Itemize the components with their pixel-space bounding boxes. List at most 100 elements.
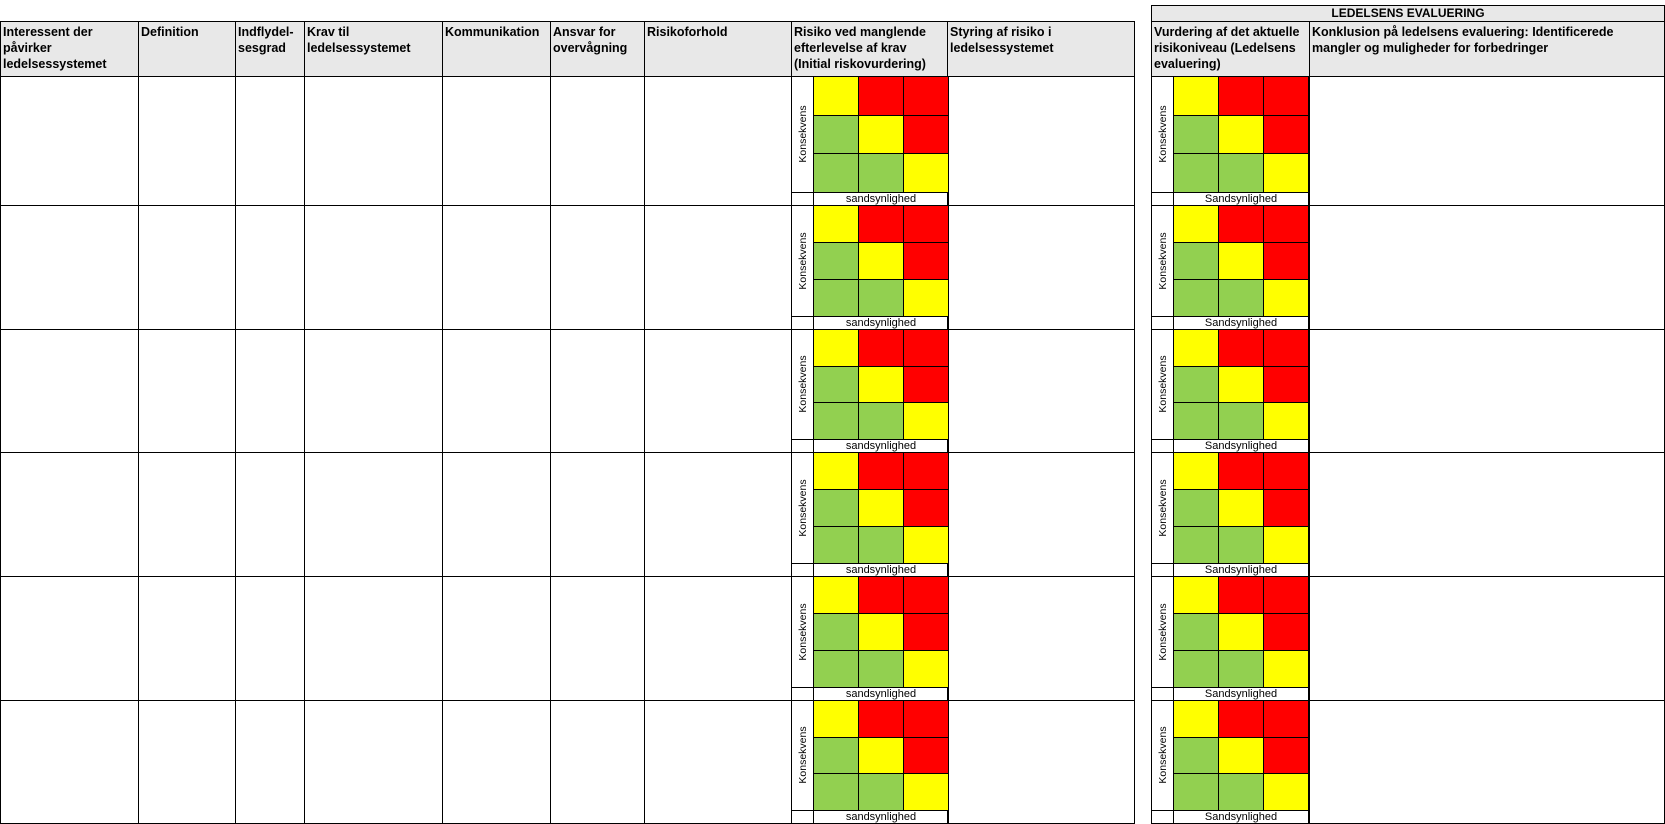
table-cell-r1-c7[interactable] <box>644 76 792 206</box>
table-cell-r2-c6[interactable] <box>550 205 645 330</box>
risk-cell-green <box>1173 736 1219 775</box>
table-cell-r6-c2[interactable] <box>138 700 236 824</box>
table-cell-r6-c4[interactable] <box>304 700 443 824</box>
risk-cell-green <box>1173 613 1219 651</box>
risk-cell-yellow <box>858 489 904 527</box>
table-cell-r3-c4[interactable] <box>304 329 443 453</box>
risk-cell-green <box>813 489 859 527</box>
matrix-corner-cell <box>1151 192 1174 206</box>
risk-cell-yellow <box>1263 650 1309 688</box>
table-cell-r1-c5[interactable] <box>442 76 551 206</box>
table-cell-r3-c7[interactable] <box>644 329 792 453</box>
risk-cell-red <box>1218 205 1264 243</box>
table-cell-r3-c6[interactable] <box>550 329 645 453</box>
risk-cell-green <box>858 279 904 317</box>
risk-cell-yellow <box>813 576 859 614</box>
table-cell-r2-c7[interactable] <box>644 205 792 330</box>
consequence-axis-label: Konsekvens <box>1157 478 1169 537</box>
table-cell-r2-c5[interactable] <box>442 205 551 330</box>
table-cell-r3-c9[interactable] <box>947 329 1135 453</box>
table-cell-r4-c4[interactable] <box>304 452 443 577</box>
risk-cell-green <box>813 613 859 651</box>
evaluation-conclusion-cell-r2[interactable] <box>1309 205 1665 330</box>
risk-cell-yellow <box>858 365 904 404</box>
risk-cell-yellow <box>1173 205 1219 243</box>
table-cell-r5-c9[interactable] <box>947 576 1135 701</box>
table-cell-r6-c7[interactable] <box>644 700 792 824</box>
table-cell-r3-c5[interactable] <box>442 329 551 453</box>
table-cell-r6-c1[interactable] <box>0 700 139 824</box>
matrix-corner-cell <box>1151 810 1174 824</box>
matrix-corner-cell <box>1151 563 1174 577</box>
table-cell-r2-c2[interactable] <box>138 205 236 330</box>
risk-cell-red <box>858 576 904 614</box>
table-cell-r3-c2[interactable] <box>138 329 236 453</box>
column-header-8: Risiko ved manglende efterlevelse af kra… <box>791 21 948 77</box>
risk-cell-green <box>1218 773 1264 811</box>
table-cell-r4-c5[interactable] <box>442 452 551 577</box>
risk-cell-green <box>1173 402 1219 440</box>
risk-cell-yellow <box>858 613 904 651</box>
risk-cell-green <box>1173 365 1219 404</box>
evaluation-conclusion-cell-r3[interactable] <box>1309 329 1665 453</box>
table-cell-r4-c3[interactable] <box>235 452 305 577</box>
likelihood-axis-label: Sandsynlighed <box>1173 810 1309 824</box>
risk-cell-red <box>903 736 949 775</box>
risk-cell-red <box>858 700 904 738</box>
table-cell-r1-c9[interactable] <box>947 76 1135 206</box>
risk-cell-green <box>1218 402 1264 440</box>
table-cell-r2-c9[interactable] <box>947 205 1135 330</box>
table-cell-r6-c6[interactable] <box>550 700 645 824</box>
table-cell-r2-c4[interactable] <box>304 205 443 330</box>
risk-cell-red <box>903 76 949 116</box>
evaluation-header-1: Vurdering af det aktuelle risikoniveau (… <box>1151 21 1310 77</box>
table-cell-r1-c3[interactable] <box>235 76 305 206</box>
table-cell-r4-c1[interactable] <box>0 452 139 577</box>
table-cell-r5-c4[interactable] <box>304 576 443 701</box>
table-cell-r6-c9[interactable] <box>947 700 1135 824</box>
evaluation-conclusion-cell-r4[interactable] <box>1309 452 1665 577</box>
table-cell-r5-c7[interactable] <box>644 576 792 701</box>
evaluation-conclusion-cell-r5[interactable] <box>1309 576 1665 701</box>
table-cell-r6-c5[interactable] <box>442 700 551 824</box>
table-cell-r4-c9[interactable] <box>947 452 1135 577</box>
table-cell-r5-c5[interactable] <box>442 576 551 701</box>
table-cell-r5-c2[interactable] <box>138 576 236 701</box>
table-cell-r1-c1[interactable] <box>0 76 139 206</box>
risk-cell-green <box>813 242 859 280</box>
table-cell-r5-c1[interactable] <box>0 576 139 701</box>
table-cell-r1-c4[interactable] <box>304 76 443 206</box>
table-cell-r4-c6[interactable] <box>550 452 645 577</box>
table-cell-r6-c3[interactable] <box>235 700 305 824</box>
risk-cell-yellow <box>1263 773 1309 811</box>
consequence-axis-label: Konsekvens <box>1157 726 1169 784</box>
risk-cell-green <box>813 526 859 564</box>
risk-cell-yellow <box>1173 329 1219 367</box>
evaluation-conclusion-cell-r6[interactable] <box>1309 700 1665 824</box>
risk-cell-yellow <box>1173 76 1219 116</box>
table-cell-r3-c1[interactable] <box>0 329 139 453</box>
likelihood-axis-label: sandsynlighed <box>813 316 949 330</box>
risk-cell-red <box>1263 576 1309 614</box>
matrix-corner-cell <box>791 687 814 701</box>
evaluation-section-title: LEDELSENS EVALUERING <box>1151 5 1665 22</box>
table-cell-r2-c1[interactable] <box>0 205 139 330</box>
matrix-corner-cell <box>791 192 814 206</box>
evaluation-conclusion-cell-r1[interactable] <box>1309 76 1665 206</box>
table-cell-r1-c6[interactable] <box>550 76 645 206</box>
consequence-axis-label: Konsekvens <box>797 726 809 784</box>
table-cell-r3-c3[interactable] <box>235 329 305 453</box>
table-cell-r2-c3[interactable] <box>235 205 305 330</box>
risk-cell-yellow <box>1218 613 1264 651</box>
column-header-4: Krav til ledelsessystemet <box>304 21 443 77</box>
table-cell-r4-c2[interactable] <box>138 452 236 577</box>
table-cell-r4-c7[interactable] <box>644 452 792 577</box>
likelihood-axis-label: Sandsynlighed <box>1173 687 1309 701</box>
table-cell-r1-c2[interactable] <box>138 76 236 206</box>
table-cell-r5-c3[interactable] <box>235 576 305 701</box>
risk-cell-yellow <box>903 773 949 811</box>
risk-cell-green <box>1173 650 1219 688</box>
consequence-axis-label: Konsekvens <box>1157 602 1169 661</box>
risk-cell-yellow <box>858 736 904 775</box>
table-cell-r5-c6[interactable] <box>550 576 645 701</box>
